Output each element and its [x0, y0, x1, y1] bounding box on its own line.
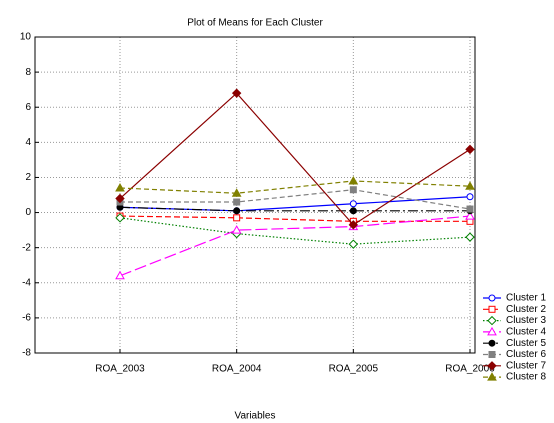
- y-tick-label: -2: [22, 242, 31, 253]
- legend-label: Cluster 2: [506, 304, 546, 315]
- x-tick-label: ROA_2005: [329, 364, 379, 375]
- x-axis-label: Variables: [235, 411, 276, 422]
- series-line: [119, 217, 471, 245]
- marker: [115, 213, 125, 223]
- marker: [115, 270, 125, 280]
- marker: [466, 193, 474, 201]
- legend-label: Cluster 4: [506, 327, 546, 338]
- marker: [466, 205, 474, 213]
- legend-marker: [488, 351, 496, 358]
- series-line: [119, 92, 471, 226]
- series-line: [119, 215, 471, 277]
- legend-marker: [487, 326, 497, 336]
- marker: [465, 144, 475, 155]
- x-tick-label: ROA_2004: [212, 364, 262, 375]
- marker: [231, 225, 242, 234]
- x-tick-label: ROA_2006: [445, 364, 495, 375]
- marker: [115, 193, 125, 204]
- marker: [231, 188, 242, 197]
- legend-label: Cluster 3: [506, 315, 546, 326]
- legend-marker: [487, 361, 497, 371]
- marker: [233, 214, 241, 222]
- legend-marker: [487, 372, 497, 381]
- y-tick-label: -8: [22, 348, 31, 359]
- plot-frame: [34, 36, 476, 354]
- y-tick-label: 6: [25, 102, 31, 113]
- marker: [348, 175, 359, 185]
- legend-marker: [488, 305, 496, 313]
- marker: [115, 182, 125, 192]
- y-tick-label: 2: [25, 172, 31, 183]
- legend-label: Cluster 7: [506, 360, 546, 371]
- y-tick-label: 10: [20, 32, 32, 43]
- legend-label: Cluster 5: [506, 338, 546, 349]
- marker: [233, 207, 241, 215]
- y-tick-label: 0: [25, 207, 31, 218]
- marker: [465, 232, 475, 242]
- y-tick-label: -4: [22, 277, 31, 288]
- chart-title: Plot of Means for Each Cluster: [187, 18, 323, 29]
- legend-marker: [488, 339, 496, 347]
- legend-label: Cluster 8: [506, 372, 546, 383]
- marker: [349, 186, 357, 194]
- y-tick-label: 4: [25, 137, 31, 148]
- y-tick-label: 8: [25, 67, 31, 78]
- marker: [231, 88, 242, 98]
- marker: [465, 211, 475, 220]
- series-line: [119, 180, 471, 194]
- marker: [348, 220, 359, 230]
- series-line: [120, 189, 471, 210]
- series-line: [119, 206, 470, 212]
- legend-marker: [488, 294, 496, 302]
- marker: [233, 198, 241, 206]
- legend-marker: [487, 315, 497, 326]
- series-line: [119, 215, 470, 222]
- marker: [349, 207, 357, 215]
- plot-area: [35, 37, 475, 353]
- legend-label: Cluster 6: [506, 349, 546, 360]
- marker: [348, 239, 359, 249]
- legend-label: Cluster 1: [506, 293, 546, 304]
- marker: [349, 200, 357, 208]
- x-tick-label: ROA_2003: [95, 364, 145, 375]
- y-tick-label: -6: [22, 313, 31, 324]
- marker: [465, 181, 475, 190]
